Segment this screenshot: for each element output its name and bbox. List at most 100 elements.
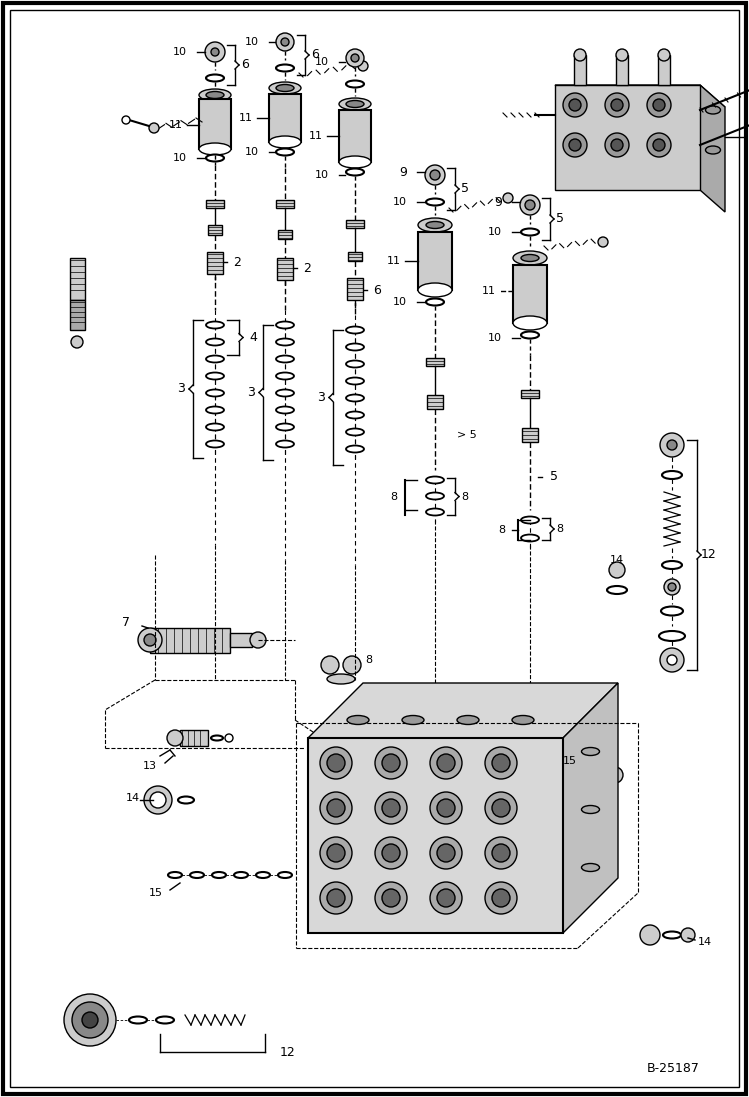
Ellipse shape [513,251,547,265]
Ellipse shape [418,283,452,297]
Ellipse shape [521,331,539,339]
Text: > 5: > 5 [457,430,477,440]
Circle shape [668,583,676,591]
Ellipse shape [662,471,682,479]
Ellipse shape [206,355,224,362]
Ellipse shape [577,771,593,779]
Ellipse shape [212,872,226,878]
Text: 3: 3 [247,386,255,399]
Bar [207,252,223,274]
Circle shape [149,123,159,133]
Bar [180,730,208,746]
Ellipse shape [521,534,539,542]
Text: 10: 10 [245,147,259,157]
Ellipse shape [276,423,294,430]
Ellipse shape [521,228,539,236]
Circle shape [611,99,623,111]
Polygon shape [308,738,563,934]
Text: 2: 2 [303,261,311,274]
Ellipse shape [661,607,683,615]
Ellipse shape [278,872,292,878]
Circle shape [430,837,462,869]
Ellipse shape [581,863,599,871]
Polygon shape [555,84,725,108]
Circle shape [574,49,586,61]
Circle shape [144,634,156,646]
Text: 11: 11 [387,256,401,265]
Ellipse shape [276,389,294,396]
Ellipse shape [339,156,371,168]
Bar [348,252,362,261]
Bar [418,231,452,290]
Text: 6: 6 [241,58,249,71]
Circle shape [327,844,345,862]
Ellipse shape [211,735,223,740]
Ellipse shape [346,377,364,385]
Circle shape [343,656,361,674]
Circle shape [167,730,183,746]
Ellipse shape [346,327,364,333]
Ellipse shape [206,91,224,99]
Text: 11: 11 [309,131,323,142]
Ellipse shape [276,407,294,414]
Ellipse shape [426,222,444,228]
Bar [513,265,547,323]
Text: 11: 11 [239,113,253,123]
Ellipse shape [402,715,424,724]
Ellipse shape [457,715,479,724]
Ellipse shape [327,674,355,685]
Circle shape [492,799,510,817]
Ellipse shape [276,148,294,156]
Text: 10: 10 [315,170,329,180]
Circle shape [681,928,695,942]
Circle shape [503,193,513,203]
Circle shape [640,925,660,945]
Bar [574,55,586,84]
Circle shape [430,882,462,914]
Circle shape [430,170,440,180]
Ellipse shape [256,872,270,878]
Circle shape [320,882,352,914]
Circle shape [281,38,289,46]
Circle shape [607,767,623,783]
Bar [616,55,628,84]
Ellipse shape [426,199,444,205]
Text: 12: 12 [280,1045,296,1059]
Circle shape [525,200,535,210]
Ellipse shape [234,872,248,878]
Circle shape [250,632,266,648]
Circle shape [569,139,581,151]
Ellipse shape [659,631,685,641]
Bar [346,220,364,228]
Text: 5: 5 [461,182,469,195]
Circle shape [144,785,172,814]
Ellipse shape [206,389,224,396]
Circle shape [647,93,671,117]
Bar [521,391,539,398]
Circle shape [430,747,462,779]
Text: 11: 11 [482,286,496,296]
Bar [276,200,294,208]
Circle shape [375,747,407,779]
Circle shape [485,792,517,824]
Ellipse shape [206,407,224,414]
Circle shape [320,792,352,824]
Circle shape [563,93,587,117]
Circle shape [358,61,368,71]
Ellipse shape [276,339,294,346]
Ellipse shape [206,373,224,380]
Circle shape [609,562,625,578]
Circle shape [346,49,364,67]
Bar [206,200,224,208]
Text: 5: 5 [550,471,558,484]
Text: 8: 8 [390,491,397,502]
Ellipse shape [346,101,364,108]
Circle shape [225,734,233,742]
Circle shape [437,844,455,862]
Ellipse shape [168,872,182,878]
Ellipse shape [346,445,364,452]
Text: 9: 9 [399,166,407,179]
Circle shape [351,54,359,63]
Text: 6: 6 [373,283,381,296]
Ellipse shape [346,343,364,351]
